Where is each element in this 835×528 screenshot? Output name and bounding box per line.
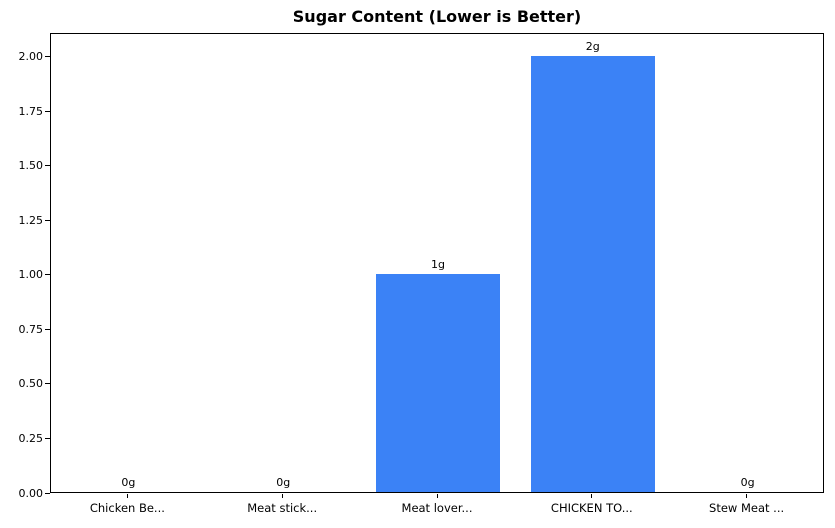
y-tick-mark xyxy=(45,219,50,221)
bar-value-label: 0g xyxy=(740,476,755,489)
x-tick-mark xyxy=(591,494,593,498)
bar[interactable] xyxy=(530,55,655,492)
y-tick-label: 1.50 xyxy=(18,159,44,173)
bar-value-label: 0g xyxy=(276,476,291,489)
x-tick-label: Chicken Be... xyxy=(89,501,165,515)
y-tick-label: 0.25 xyxy=(18,431,44,445)
y-tick-label: 0.50 xyxy=(18,377,44,391)
y-tick-label: 1.25 xyxy=(18,213,44,227)
bar[interactable] xyxy=(376,274,500,492)
y-tick-label: 2.00 xyxy=(18,50,44,64)
plot-area: 0g 0g 1g 2g 0g xyxy=(50,33,824,493)
y-tick-mark xyxy=(45,383,50,385)
x-tick-mark xyxy=(126,494,128,498)
y-tick-mark xyxy=(45,56,50,58)
y-tick-mark xyxy=(45,110,50,112)
chart-title: Sugar Content (Lower is Better) xyxy=(292,7,582,26)
y-tick-label: 1.00 xyxy=(18,268,44,282)
x-tick-label: CHICKEN TO... xyxy=(550,501,633,515)
y-tick-mark xyxy=(45,274,50,276)
x-tick-mark xyxy=(281,494,283,498)
bar-value-label: 1g xyxy=(431,258,445,271)
bar-value-label: 0g xyxy=(121,476,136,489)
y-tick-label: 1.75 xyxy=(18,104,44,118)
x-tick-label: Stew Meat ... xyxy=(709,501,785,515)
y-tick-label: 0.75 xyxy=(18,322,44,336)
bar-value-label: 2g xyxy=(585,39,600,53)
y-tick-mark xyxy=(45,328,50,330)
x-tick-mark xyxy=(746,494,748,498)
x-tick-label: Meat stick... xyxy=(247,501,318,515)
x-tick-label: Meat lover... xyxy=(401,501,473,515)
y-tick-mark xyxy=(45,165,50,167)
x-tick-mark xyxy=(436,494,438,498)
y-tick-mark xyxy=(45,437,50,439)
y-tick-label: 0.00 xyxy=(18,486,44,500)
y-tick-mark xyxy=(45,492,50,494)
